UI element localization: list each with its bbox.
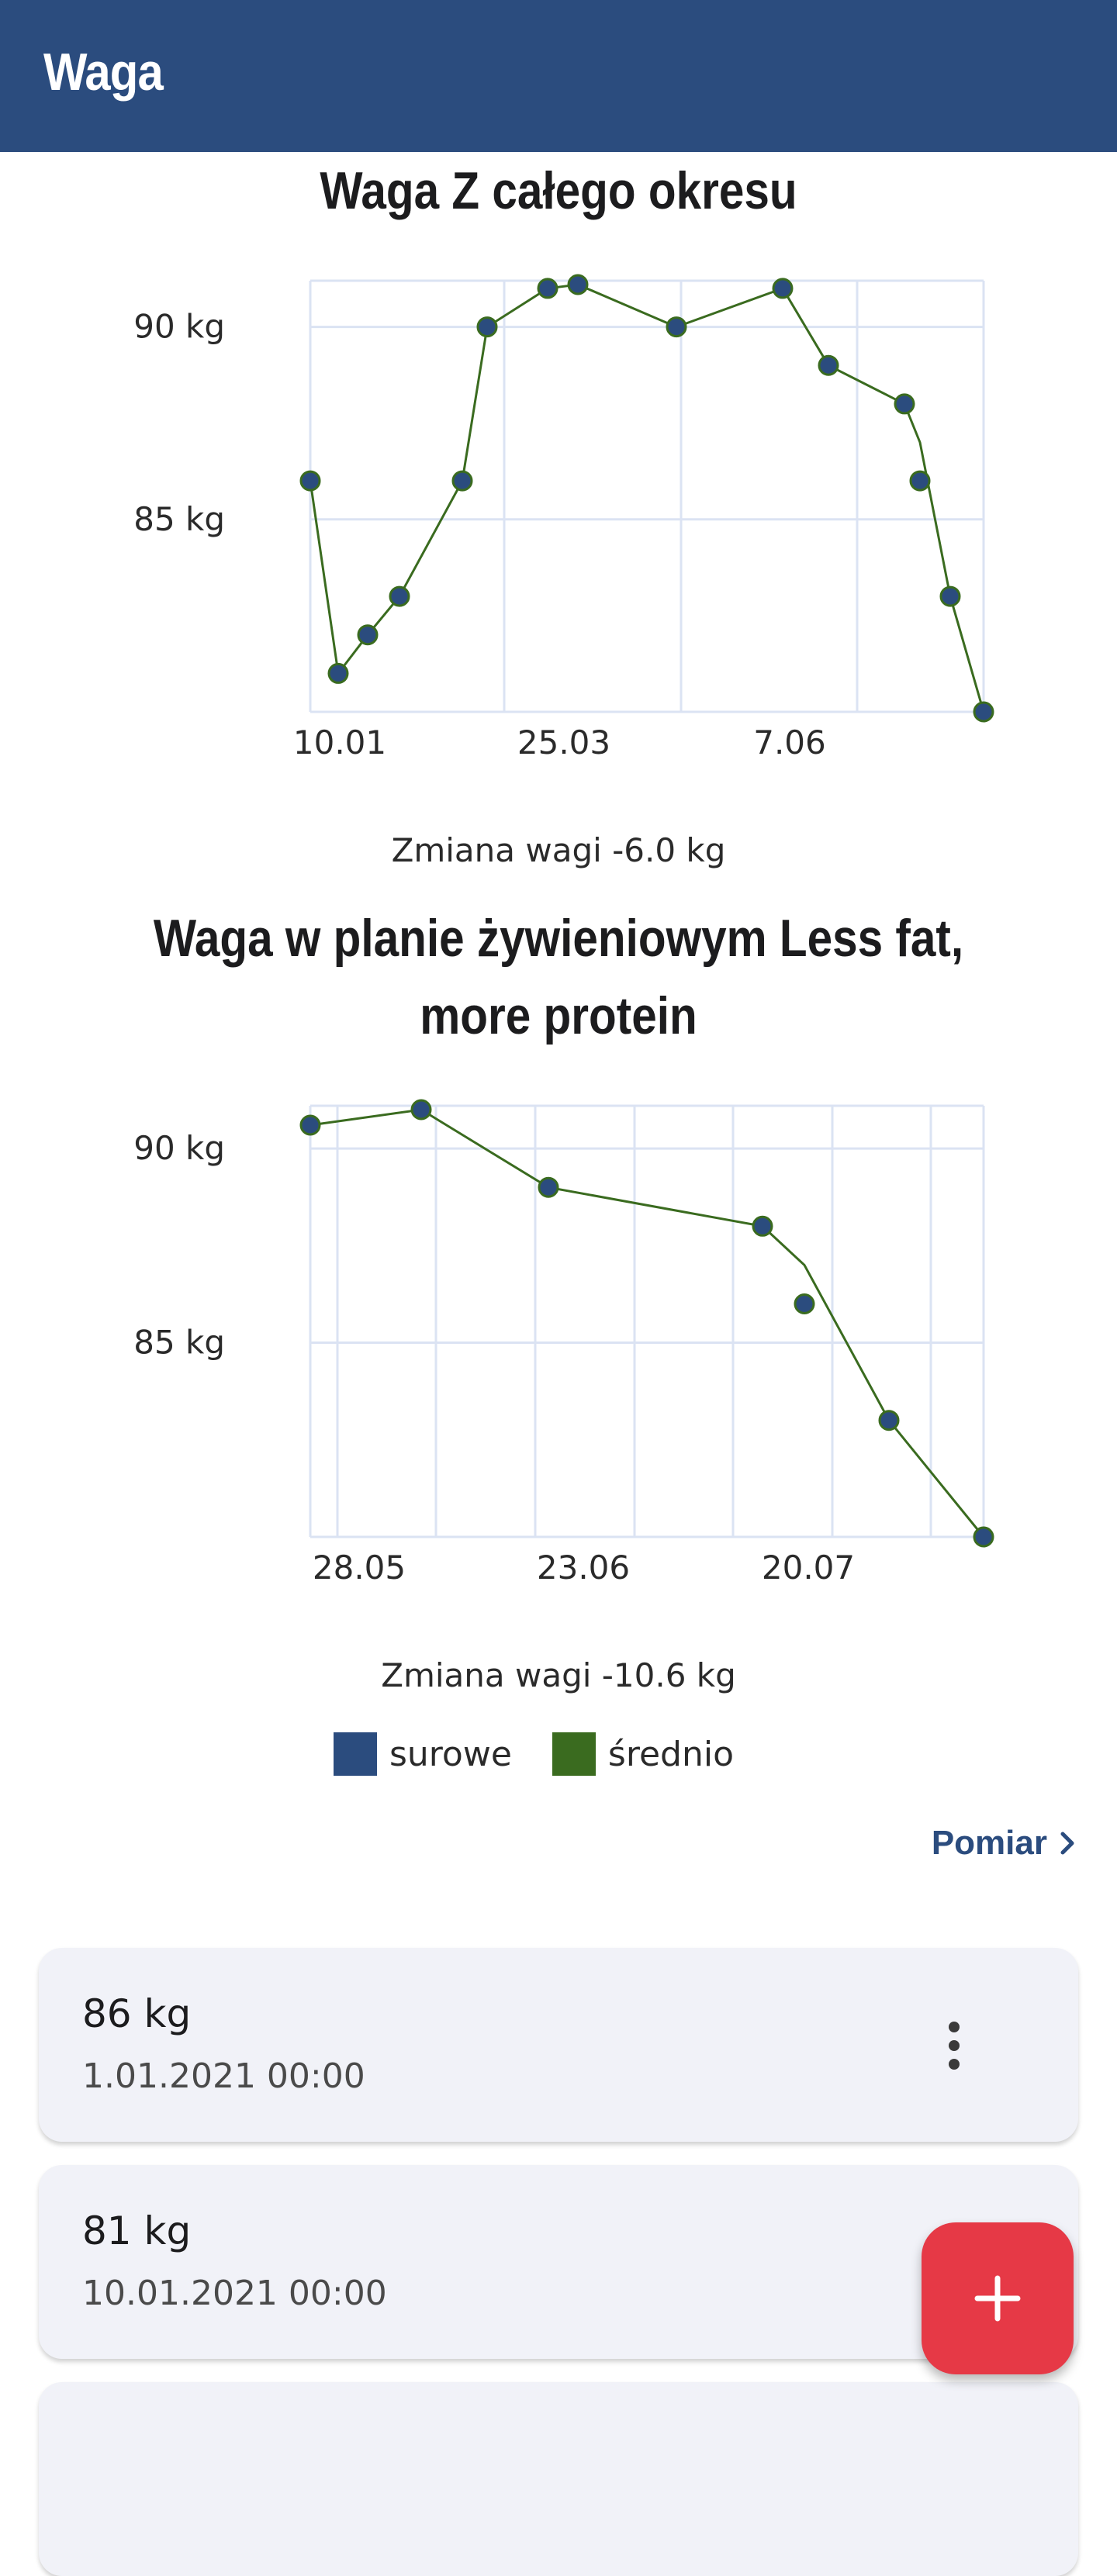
raw-data-point [894,393,915,415]
raw-data-point [538,1176,559,1198]
raw-data-point [567,274,589,295]
x-tick-label: 7.06 [753,723,826,761]
plus-icon [974,2275,1021,2322]
legend-item-raw[interactable]: surowe [334,1732,512,1776]
chart-title-all-period: Waga Z całego okresu [320,161,797,220]
y-tick-label: 90 kg [133,1129,225,1167]
average-series-line [309,283,985,713]
app-title: Waga [43,43,164,102]
weight-chart-all-period: 90 kg 85 kg 10.01 25.03 7.06 [133,274,994,761]
y-tick-label: 90 kg [133,308,225,346]
raw-data-point [476,316,498,338]
legend-swatch-raw [334,1732,377,1776]
add-measurement-button[interactable] [922,2222,1074,2374]
chart-title-diet-plan: Waga w planie żywieniowym Less fat, more… [153,909,964,1045]
raw-data-point [327,662,349,684]
measurement-link[interactable]: Pomiar [932,1824,1078,1863]
legend-swatch-average [552,1732,596,1776]
raw-data-point [772,278,794,299]
raw-data-point [878,1410,900,1431]
raw-data-point [451,470,473,492]
more-vert-icon[interactable] [946,2021,962,2070]
raw-data-point [537,278,558,299]
raw-data-point [389,585,410,607]
legend-label-raw: surowe [389,1734,512,1774]
raw-data-point [973,701,994,723]
app-bar: Waga [0,0,1117,152]
raw-data-point [794,1293,815,1314]
raw-data-point [410,1099,432,1121]
raw-data-point [939,585,961,607]
raw-data-point [909,470,931,492]
measurement-card[interactable]: 81 kg 10.01.2021 00:00 [39,2165,1078,2359]
raw-data-point [973,1526,994,1548]
y-tick-label: 85 kg [133,500,225,538]
measurement-date: 1.01.2021 00:00 [82,2056,365,2096]
measurement-weight: 81 kg [82,2208,192,2253]
measurement-link-label: Pomiar [931,1824,1047,1862]
raw-data-point [299,1114,321,1136]
x-tick-label: 25.03 [517,723,610,761]
measurement-card[interactable]: 86 kg 1.01.2021 00:00 [39,1948,1078,2142]
weight-change-diet-plan: Zmiana wagi -10.6 kg [381,1656,736,1694]
x-tick-label: 10.01 [293,723,386,761]
x-tick-label: 20.07 [762,1549,855,1587]
measurement-card-partial[interactable] [39,2382,1078,2576]
raw-data-point [752,1215,773,1237]
chevron-right-icon [1060,1832,1074,1855]
legend-item-average[interactable]: średnio [552,1732,734,1776]
raw-data-point [357,624,379,646]
legend-label-average: średnio [607,1734,734,1774]
x-tick-label: 28.05 [313,1549,406,1587]
raw-data-point [818,354,839,376]
measurement-weight: 86 kg [82,1991,192,2036]
chart-legend: surowe średnio [334,1731,774,1777]
weight-change-all-period: Zmiana wagi -6.0 kg [391,831,726,869]
average-series-line [310,1108,985,1538]
raw-data-point [666,316,687,338]
y-tick-label: 85 kg [133,1324,225,1362]
x-tick-label: 23.06 [537,1549,630,1587]
weight-chart-diet-plan: 90 kg 85 kg 28.05 23.06 20.07 [133,1099,994,1587]
raw-data-point [299,470,321,492]
measurement-date: 10.01.2021 00:00 [82,2274,387,2313]
